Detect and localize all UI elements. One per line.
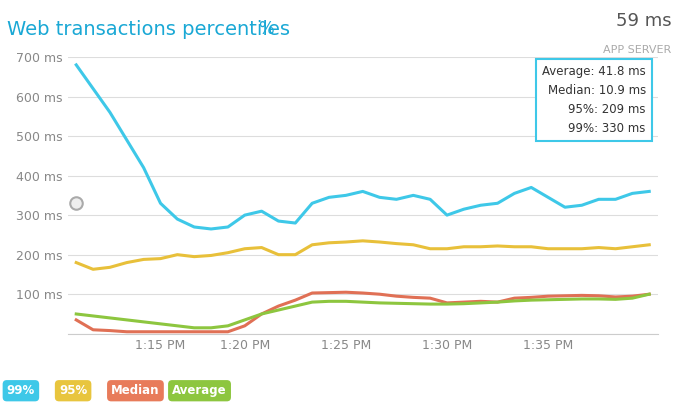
Text: Average: 41.8 ms
Median: 10.9 ms
95%: 209 ms
99%: 330 ms: Average: 41.8 ms Median: 10.9 ms 95%: 20… (542, 65, 646, 135)
Text: 99%: 99% (7, 384, 35, 397)
Text: Median: Median (111, 384, 160, 397)
Text: Web transactions percentiles: Web transactions percentiles (7, 20, 290, 39)
Text: 59 ms: 59 ms (616, 12, 671, 30)
Text: APP SERVER: APP SERVER (603, 45, 671, 55)
Text: %: % (258, 20, 273, 38)
Text: Average: Average (172, 384, 227, 397)
Text: 95%: 95% (59, 384, 87, 397)
